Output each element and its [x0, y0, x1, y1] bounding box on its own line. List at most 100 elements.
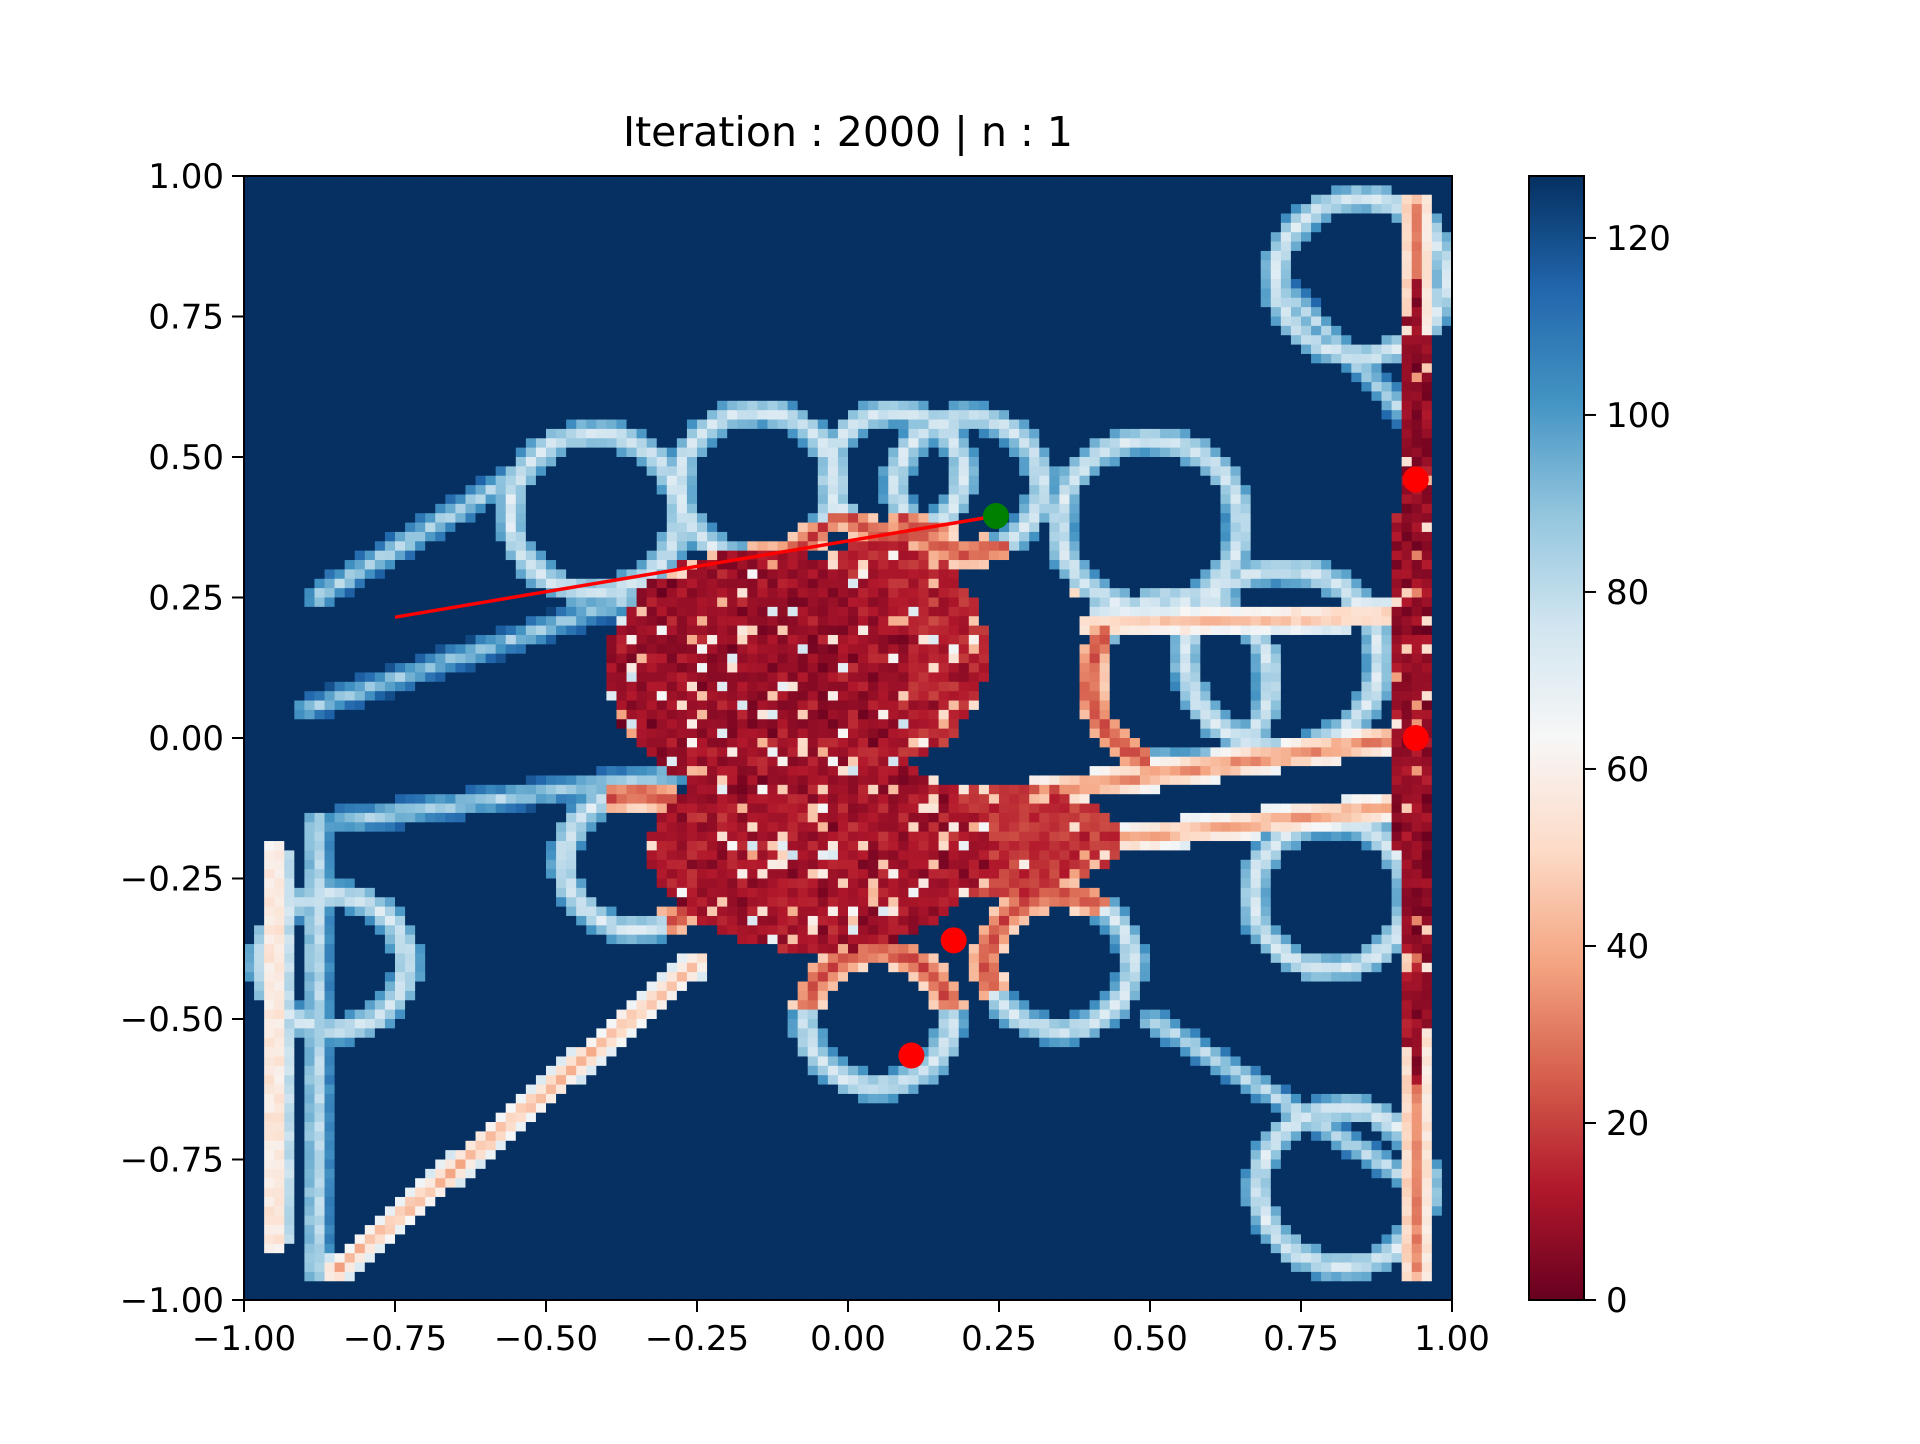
heatmap-cell [515, 953, 527, 964]
heatmap-cell [445, 962, 456, 973]
heatmap-cell [546, 297, 557, 308]
heatmap-cell [556, 653, 567, 664]
heatmap-cell [405, 972, 416, 983]
heatmap-cell [465, 297, 477, 308]
heatmap-cell [576, 906, 587, 917]
heatmap-cell [254, 531, 265, 542]
heatmap-cell [646, 644, 658, 655]
heatmap-cell [304, 335, 316, 346]
heatmap-cell [364, 279, 376, 289]
heatmap-cell [334, 541, 346, 552]
heatmap-cell [505, 1122, 517, 1132]
heatmap-cell [344, 663, 356, 674]
heatmap-cell [515, 372, 527, 383]
heatmap-cell [556, 915, 567, 926]
heatmap-cell [284, 709, 295, 720]
heatmap-cell [324, 1019, 336, 1029]
heatmap-cell [586, 1112, 597, 1123]
heatmap-cell [384, 485, 396, 496]
heatmap-cell [636, 204, 648, 215]
heatmap-cell [304, 616, 316, 627]
heatmap-cell [284, 1103, 295, 1114]
heatmap-cell [374, 784, 386, 795]
heatmap-cell [344, 794, 356, 805]
heatmap-cell [505, 1009, 517, 1020]
heatmap-cell [374, 1122, 386, 1132]
heatmap-cell [546, 344, 557, 355]
heatmap-cell [374, 485, 386, 496]
heatmap-cell [294, 1187, 305, 1198]
heatmap-cell [626, 1009, 638, 1020]
heatmap-cell [485, 494, 497, 505]
heatmap-cell [646, 1168, 658, 1179]
heatmap-cell [636, 972, 648, 983]
heatmap-cell [284, 288, 295, 299]
heatmap-cell [284, 213, 295, 224]
heatmap-cell [636, 1122, 648, 1132]
heatmap-cell [284, 850, 295, 861]
heatmap-cell [374, 438, 386, 449]
heatmap-cell [636, 691, 648, 702]
heatmap-cell [405, 953, 416, 964]
heatmap-cell [334, 925, 346, 936]
heatmap-cell [606, 260, 618, 271]
heatmap-cell [525, 972, 537, 983]
heatmap-cell [626, 616, 638, 627]
heatmap-cell [274, 728, 285, 739]
heatmap-cell [304, 634, 316, 645]
heatmap-cell [616, 457, 628, 467]
heatmap-cell [374, 691, 386, 702]
heatmap-cell [626, 653, 638, 664]
heatmap-cell [495, 906, 507, 917]
heatmap-cell [364, 269, 376, 280]
heatmap-cell [636, 494, 648, 505]
heatmap-cell [294, 644, 305, 655]
heatmap-cell [505, 597, 517, 608]
heatmap-cell [405, 1253, 416, 1264]
heatmap-cell [435, 457, 446, 467]
heatmap-cell [244, 391, 255, 402]
heatmap-cell [576, 503, 587, 514]
heatmap-cell [556, 616, 567, 627]
heatmap-cell [264, 625, 275, 636]
heatmap-cell [546, 990, 557, 1001]
heatmap-cell [244, 457, 255, 467]
heatmap-cell [284, 1206, 295, 1217]
heatmap-cell [334, 466, 346, 477]
heatmap-cell [395, 269, 406, 280]
heatmap-cell [344, 1028, 356, 1039]
heatmap-cell [616, 972, 628, 983]
heatmap-cell [495, 597, 507, 608]
heatmap-cell [384, 325, 396, 336]
heatmap-cell [344, 1140, 356, 1151]
heatmap-cell [435, 719, 446, 730]
heatmap-cell [294, 728, 305, 739]
heatmap-cell [646, 1262, 658, 1273]
heatmap-cell [435, 869, 446, 880]
heatmap-cell [364, 1215, 376, 1226]
heatmap-cell [515, 1206, 527, 1217]
heatmap-cell [646, 382, 658, 393]
heatmap-cell [374, 887, 386, 898]
heatmap-cell [626, 1234, 638, 1245]
heatmap-cell [264, 391, 275, 402]
heatmap-cell [435, 925, 446, 936]
heatmap-cell [515, 307, 527, 318]
heatmap-cell [525, 222, 537, 233]
heatmap-cell [425, 1206, 436, 1217]
heatmap-cell [596, 822, 607, 833]
heatmap-cell [556, 241, 567, 252]
heatmap-cell [535, 934, 547, 945]
heatmap-cell [405, 1243, 416, 1254]
heatmap-cell [435, 1037, 446, 1048]
heatmap-cell [465, 353, 477, 364]
heatmap-cell [596, 503, 607, 514]
heatmap-cell [465, 822, 477, 833]
heatmap-cell [415, 232, 426, 243]
heatmap-cell [334, 1150, 346, 1161]
heatmap-cell [445, 756, 456, 767]
heatmap-cell [324, 560, 336, 570]
heatmap-cell [596, 475, 607, 486]
heatmap-cell [374, 672, 386, 683]
heatmap-cell [535, 634, 547, 645]
